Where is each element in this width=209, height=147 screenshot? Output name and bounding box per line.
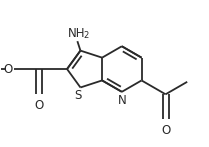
Text: 2: 2 — [83, 31, 88, 40]
Text: O: O — [161, 124, 170, 137]
Text: N: N — [117, 94, 126, 107]
Text: NH: NH — [68, 27, 85, 40]
Text: S: S — [74, 89, 82, 102]
Text: O: O — [4, 62, 13, 76]
Text: O: O — [35, 99, 44, 112]
